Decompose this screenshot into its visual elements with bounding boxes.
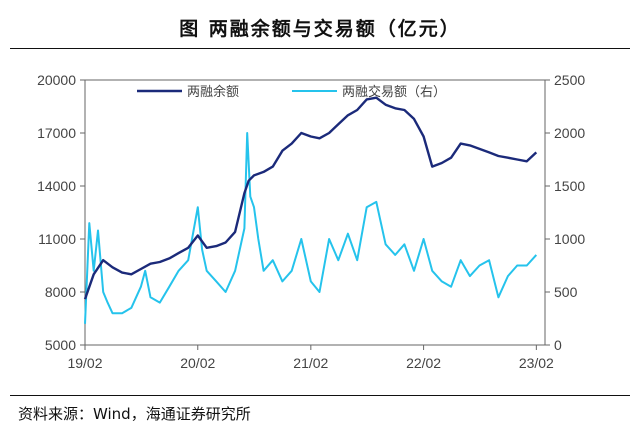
x-tick-label: 19/02 [67,355,102,371]
y-left-tick-label: 17000 [37,125,76,141]
x-tick-label: 21/02 [293,355,328,371]
plot-frame [84,79,546,346]
chart-title: 图 两融余额与交易额（亿元） [179,18,461,40]
source-rule [10,395,630,396]
y-right-tick-label: 1000 [554,231,585,247]
x-tick-label: 20/02 [180,355,215,371]
source-note: 资料来源：Wind，海通证券研究所 [18,405,251,423]
legend: 两融余额 两融交易额（右） [137,84,446,100]
x-tick-label: 22/02 [406,355,441,371]
y-right-tick-label: 2500 [554,72,585,88]
y-right-tick-label: 2000 [554,125,585,141]
y-left-tick-label: 11000 [38,231,76,247]
y-right-tick-label: 0 [554,337,562,353]
y-left-tick-label: 14000 [37,178,76,194]
y-left-tick-label: 5000 [45,337,76,353]
title-rule [10,48,630,49]
legend-label-balance: 两融余额 [187,84,239,100]
series-line-turnover [84,132,538,324]
y-left-tick-label: 8000 [45,284,76,300]
x-axis: 19/02 20/02 21/02 22/02 23/02 [67,345,554,371]
y-left-tick-label: 20000 [37,72,76,88]
x-tick-label: 23/02 [519,355,554,371]
y-axis-left: 20000 17000 14000 11000 8000 5000 [37,72,85,353]
y-right-tick-label: 1500 [554,178,585,194]
series-line-balance [83,96,538,300]
y-axis-right: 2500 2000 1500 1000 500 0 [545,72,585,353]
legend-label-turnover: 两融交易额（右） [342,84,446,100]
y-right-tick-label: 500 [554,284,578,300]
